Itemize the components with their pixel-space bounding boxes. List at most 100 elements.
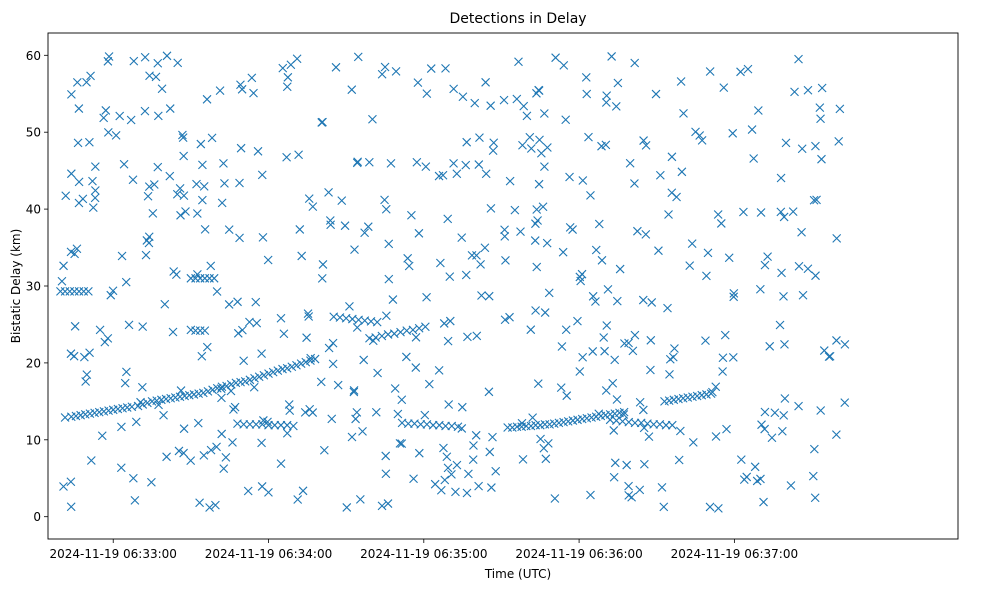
detection-point [303, 309, 313, 319]
detection-point [798, 290, 808, 300]
detection-point [832, 233, 842, 243]
detection-point [239, 420, 249, 429]
detection-point [443, 214, 453, 224]
detection-point [519, 101, 529, 111]
detection-point [489, 138, 499, 148]
x-tick-label: 2024-11-19 06:36:00 [515, 547, 642, 561]
detection-point [607, 52, 617, 61]
detection-point [757, 420, 766, 430]
detection-point [835, 104, 845, 114]
detection-point [276, 459, 286, 469]
detection-point [661, 420, 671, 430]
detection-point [468, 455, 478, 465]
detection-point [486, 101, 496, 111]
detection-point [452, 169, 462, 179]
detection-point [729, 292, 739, 302]
detection-point [108, 286, 118, 296]
detection-point [305, 404, 315, 414]
detection-point [557, 342, 567, 351]
detection-point [331, 62, 341, 72]
detection-point [198, 388, 208, 398]
detection-point [526, 325, 536, 335]
detection-point [245, 317, 254, 327]
detection-point [254, 372, 264, 382]
detection-point [414, 448, 424, 458]
detection-point [404, 261, 414, 271]
detection-point [395, 439, 405, 448]
detection-point [206, 261, 216, 271]
detection-point [575, 367, 585, 376]
detection-point [282, 82, 292, 92]
detection-point [74, 198, 84, 208]
detection-point [462, 137, 472, 147]
detection-point [325, 216, 335, 225]
detection-point [84, 137, 94, 147]
detection-point [543, 439, 553, 448]
detection-point [624, 490, 634, 500]
detection-point [200, 326, 210, 335]
detection-point [420, 322, 430, 332]
detection-point [633, 226, 642, 236]
detection-point [153, 111, 163, 121]
detection-point [467, 250, 477, 260]
detection-point [716, 219, 726, 228]
detection-point [195, 498, 204, 508]
detection-point [628, 346, 638, 356]
detection-point [324, 343, 334, 353]
detection-point [443, 463, 453, 473]
detection-point [639, 459, 649, 469]
detection-point [461, 270, 471, 280]
detection-point [285, 406, 295, 416]
detection-point [541, 454, 551, 464]
detection-point [122, 367, 131, 377]
detection-point [236, 80, 245, 90]
detection-point [101, 106, 111, 115]
detection-point [750, 462, 760, 472]
detection-point [205, 503, 214, 512]
detection-point [832, 336, 841, 345]
detection-point [470, 98, 480, 108]
detection-point [445, 316, 455, 326]
detection-point [301, 357, 311, 367]
detection-point [252, 318, 262, 328]
detection-point [165, 104, 175, 113]
detection-point [153, 58, 163, 68]
detection-point [588, 347, 598, 356]
detection-point [559, 61, 569, 70]
detection-point [724, 253, 734, 263]
detection-point [240, 376, 250, 386]
y-tick-label: 20 [26, 356, 41, 370]
detection-point [196, 139, 206, 149]
detection-point [747, 125, 757, 134]
detection-point [147, 477, 156, 487]
detection-point [296, 359, 306, 369]
detection-point [499, 95, 509, 105]
detection-point [264, 420, 273, 430]
detection-point [59, 482, 68, 491]
detection-point [558, 247, 568, 257]
detection-point [765, 341, 775, 351]
detection-point [594, 219, 604, 229]
detection-point [103, 127, 113, 137]
detection-point [525, 132, 535, 142]
detection-point [780, 394, 790, 403]
detection-point [641, 141, 651, 150]
detection-point [171, 270, 181, 280]
detection-point [409, 474, 418, 484]
detection-point [451, 487, 460, 497]
detection-point [797, 144, 807, 154]
detection-point [514, 57, 523, 67]
detection-point [308, 202, 318, 211]
detection-point [601, 98, 611, 107]
detection-point [391, 66, 401, 76]
detection-point [111, 130, 121, 140]
detection-point [753, 106, 763, 115]
detection-point [615, 264, 625, 274]
detection-point [505, 176, 515, 186]
detection-point [794, 261, 804, 271]
detection-point [381, 469, 391, 479]
detection-point [141, 250, 151, 260]
detection-point [230, 402, 240, 412]
detection-point [355, 495, 365, 504]
detection-point [200, 224, 210, 234]
